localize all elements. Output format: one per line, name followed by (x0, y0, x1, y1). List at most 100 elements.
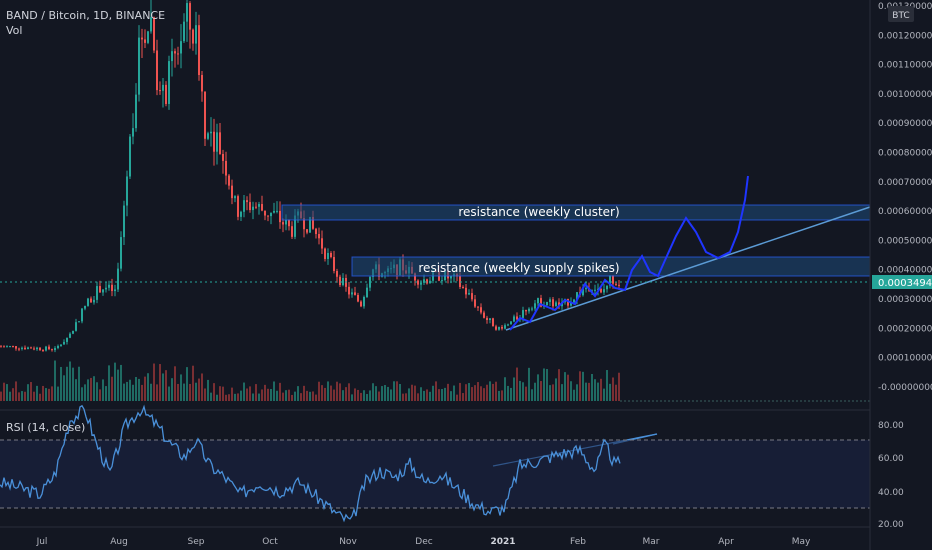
volume-bar (399, 383, 401, 401)
volume-bar (603, 388, 605, 401)
candle-body (282, 222, 284, 225)
volume-bar (321, 385, 323, 401)
candle-body (171, 51, 173, 62)
candle-body (618, 284, 620, 286)
candle-body (603, 289, 605, 293)
time-tick-label: Mar (643, 537, 660, 547)
volume-bar (183, 383, 185, 401)
candle-body (21, 347, 23, 349)
volume-bar (558, 369, 560, 401)
volume-bar (288, 389, 290, 401)
candle-body (75, 322, 77, 331)
support-trendline[interactable] (505, 206, 871, 331)
volume-bar (381, 386, 383, 401)
volume-bar (402, 393, 404, 401)
volume-bar (504, 377, 506, 401)
volume-bar (174, 366, 176, 401)
volume-bar (273, 381, 275, 401)
volume-bar (507, 385, 509, 401)
candle-body (582, 289, 584, 296)
volume-bar (333, 389, 335, 401)
candle-body (477, 306, 479, 308)
volume-bar (6, 384, 8, 401)
volume-bar (525, 386, 527, 401)
candle-body (468, 293, 470, 295)
volume-bar (231, 387, 233, 401)
volume-bar (342, 390, 344, 401)
candle-body (201, 75, 203, 92)
candle-body (192, 29, 194, 44)
candle-body (48, 346, 50, 350)
symbol-title[interactable]: BAND / Bitcoin, 1D, BINANCE (6, 9, 166, 22)
volume-bar (78, 366, 80, 401)
candle-body (60, 344, 62, 346)
volume-bar (492, 383, 494, 401)
volume-bar (456, 394, 458, 401)
volume-bar (21, 391, 23, 401)
candle-body (261, 204, 263, 211)
candle-body (165, 84, 167, 104)
rsi-tick-label: 60.00 (878, 454, 904, 464)
volume-bar (510, 387, 512, 401)
volume-bar (204, 388, 206, 401)
volume-bar (222, 386, 224, 401)
volume-bar (588, 382, 590, 401)
candle-body (252, 206, 254, 211)
candle-body (237, 196, 239, 217)
volume-bar (66, 366, 68, 401)
volume-bar (567, 374, 569, 401)
volume-bar (498, 390, 500, 401)
volume-bar (237, 393, 239, 401)
candle-body (522, 310, 524, 318)
volume-bar (240, 390, 242, 401)
time-tick-label: Jul (36, 537, 48, 547)
candle-body (216, 132, 218, 152)
volume-bar (111, 376, 113, 401)
candle-body (288, 220, 290, 227)
candle-body (150, 17, 152, 32)
candle-body (153, 17, 155, 51)
time-tick-label: Apr (718, 537, 734, 547)
volume-bar (225, 394, 227, 401)
candle-body (120, 237, 122, 269)
volume-bar (99, 389, 101, 401)
volume-bar (114, 362, 116, 401)
price-tick-label: 0.00010000 (878, 354, 932, 364)
volume-bar (513, 377, 515, 401)
candle-body (612, 275, 614, 284)
candle-body (336, 270, 338, 277)
candle-body (327, 252, 329, 259)
volume-bar (351, 394, 353, 401)
candle-body (183, 21, 185, 42)
volume-bar (45, 388, 47, 401)
volume-bar (528, 367, 530, 401)
price-tick-label: 0.00030000 (878, 295, 932, 305)
volume-bar (426, 389, 428, 401)
candle-body (99, 286, 101, 293)
volume-bar (156, 384, 158, 401)
time-axis[interactable]: Jul Aug Sep Oct Nov Dec 2021 Feb Mar Apr May (36, 537, 811, 547)
volume-bar (33, 391, 35, 401)
volume-bar (267, 388, 269, 401)
volume-bar (291, 394, 293, 401)
volume-label[interactable]: Vol (6, 24, 23, 37)
candle-body (123, 205, 125, 238)
candle-body (615, 283, 617, 285)
rsi-tick-label: 80.00 (878, 421, 904, 431)
volume-bar (60, 366, 62, 401)
projection-path[interactable] (509, 175, 749, 331)
volume-bar (207, 379, 209, 401)
volume-bar (243, 382, 245, 401)
candle-body (111, 284, 113, 292)
volume-bar (3, 382, 5, 401)
candle-body (72, 330, 74, 334)
candle-body (339, 276, 341, 286)
rsi-label[interactable]: RSI (14, close) (6, 421, 86, 434)
candle-body (465, 287, 467, 295)
candle-body (87, 298, 89, 306)
candle-body (516, 316, 518, 320)
candle-body (24, 347, 26, 350)
volume-bar (93, 376, 95, 401)
volume-bar (96, 382, 98, 401)
